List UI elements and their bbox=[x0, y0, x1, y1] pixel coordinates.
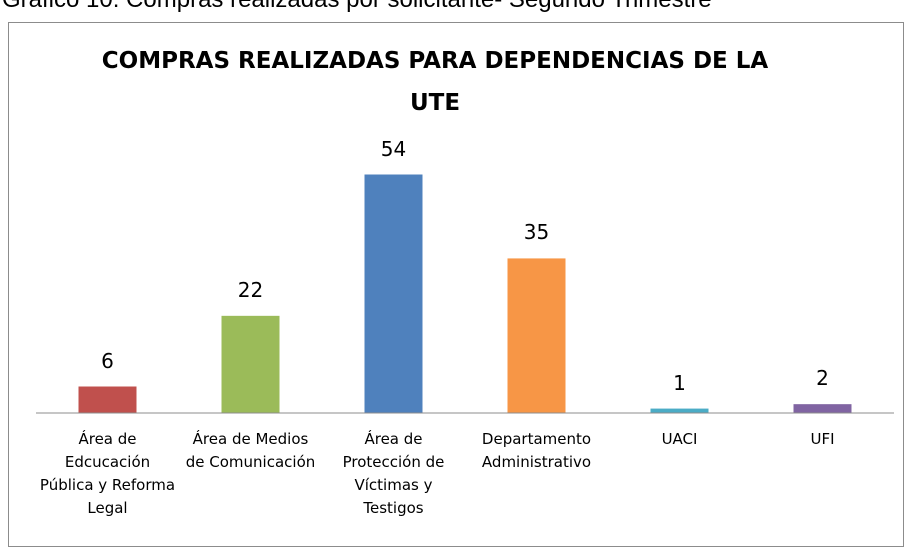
x-tick-label: UACI bbox=[661, 430, 698, 448]
data-label: 2 bbox=[816, 366, 829, 391]
data-label: 54 bbox=[380, 136, 407, 161]
data-label: 6 bbox=[101, 348, 114, 373]
x-tick-label: Área de Protección de Víctimas y Testigo… bbox=[342, 430, 445, 517]
data-label: 22 bbox=[237, 277, 264, 302]
bar bbox=[650, 408, 709, 413]
data-label: 1 bbox=[673, 370, 686, 395]
x-tick-label: Área de Medios de Comunicación bbox=[185, 430, 316, 471]
x-tick-label: Área de Edcucación Pública y Reforma Leg… bbox=[39, 430, 176, 517]
bar bbox=[793, 404, 852, 413]
bar bbox=[507, 258, 566, 413]
bar bbox=[78, 386, 137, 413]
chart-frame bbox=[8, 22, 904, 547]
bar bbox=[364, 174, 423, 413]
x-tick-label: UFI bbox=[810, 430, 835, 448]
bar bbox=[221, 315, 280, 413]
x-tick-label: Departamento Administrativo bbox=[481, 430, 592, 471]
chart-title: COMPRAS REALIZADAS PARA DEPENDENCIAS DE … bbox=[101, 48, 769, 116]
data-label: 35 bbox=[523, 220, 550, 245]
caption: Gráfico 10: Compras realizadas por solic… bbox=[2, 0, 712, 14]
